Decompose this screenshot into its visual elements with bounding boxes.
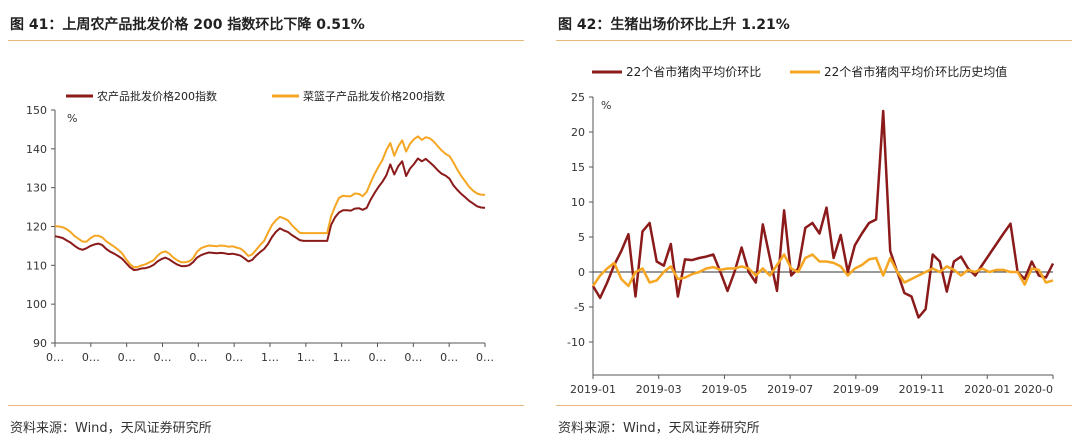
x-tick-label: 1… <box>261 351 279 364</box>
figure-41-source-rule <box>8 405 524 406</box>
chart-42: 22个省市猪肉平均价环比 22个省市猪肉平均价环比历史均值 -10 -5 0 5 10 15 2… <box>567 64 1055 396</box>
x-tick-label: 0… <box>154 351 172 364</box>
x-tick-label: 0… <box>46 351 64 364</box>
figure-42-source: 资料来源：Wind，天风证券研究所 <box>558 421 760 436</box>
y-tick-label: -10 <box>567 336 585 349</box>
x-tick-label: 0… <box>225 351 243 364</box>
figure-41-title: 图 41：上周农产品批发价格 200 指数环比下降 0.51% <box>10 17 365 33</box>
x-tick-label: 0… <box>189 351 207 364</box>
x-tick-label: 2019-09 <box>833 383 879 396</box>
figure-41-title-rule <box>8 40 524 41</box>
y-tick-label: 120 <box>26 221 47 234</box>
y-tick-label: -5 <box>574 301 585 314</box>
x-tick-label: 0… <box>404 351 422 364</box>
figure-42-source-rule <box>556 405 1072 406</box>
x-tick-label: 2019-07 <box>767 383 813 396</box>
y-tick-label: 130 <box>26 182 47 195</box>
legend-label-2: 菜篮子产品批发价格200指数 <box>303 89 445 103</box>
figure-42-title: 图 42：生猪出场价环比上升 1.21% <box>558 17 790 33</box>
figure-42-title-rule <box>556 40 1072 41</box>
figure-41: 图 41：上周农产品批发价格 200 指数环比下降 0.51% 农产品批发价格2… <box>0 0 532 443</box>
x-tick-label: 0… <box>476 351 494 364</box>
y-tick-label: 10 <box>571 196 585 209</box>
x-tick-label: 0… <box>369 351 387 364</box>
x-tick-label: 0… <box>118 351 136 364</box>
y-tick-label: 0 <box>578 266 585 279</box>
x-tick-label: 0… <box>82 351 100 364</box>
y-unit-label: % <box>67 112 77 125</box>
y-unit-label: % <box>601 99 611 112</box>
x-tick-label: 2020-01 <box>964 383 1010 396</box>
figure-41-source: 资料来源：Wind，天风证券研究所 <box>10 421 212 436</box>
x-tick-label: 2019-11 <box>899 383 945 396</box>
x-tick-label: 0… <box>440 351 458 364</box>
y-tick-label: 90 <box>33 337 47 350</box>
legend-label-1: 农产品批发价格200指数 <box>97 89 217 103</box>
legend-label-1: 22个省市猪肉平均价环比 <box>626 64 761 79</box>
series-line-1 <box>54 157 486 271</box>
x-tick-label: 2020-0 <box>1014 383 1053 396</box>
series-line-1 <box>591 109 1055 319</box>
legend-label-2: 22个省市猪肉平均价环比历史均值 <box>824 64 1007 79</box>
y-tick-label: 20 <box>571 126 585 139</box>
y-tick-label: 25 <box>571 91 585 104</box>
y-tick-label: 140 <box>26 143 47 156</box>
y-tick-label: 110 <box>26 259 47 272</box>
y-tick-label: 150 <box>26 104 47 117</box>
x-tick-label: 2019-01 <box>570 383 616 396</box>
chart-41: 农产品批发价格200指数 菜篮子产品批发价格200指数 90 100 110 120 130… <box>26 89 494 364</box>
series-line-2 <box>54 135 485 269</box>
series-line-2 <box>591 253 1054 288</box>
x-tick-label: 1… <box>297 351 315 364</box>
y-tick-label: 5 <box>578 231 585 244</box>
x-tick-label: 2019-05 <box>701 383 747 396</box>
y-tick-label: 100 <box>26 298 47 311</box>
y-tick-label: 15 <box>571 161 585 174</box>
x-tick-label: 2019-03 <box>636 383 682 396</box>
figure-42: 图 42：生猪出场价环比上升 1.21% 22个省市猪肉平均价环比 22个省市猪肉… <box>548 0 1080 443</box>
x-tick-label: 1… <box>333 351 351 364</box>
